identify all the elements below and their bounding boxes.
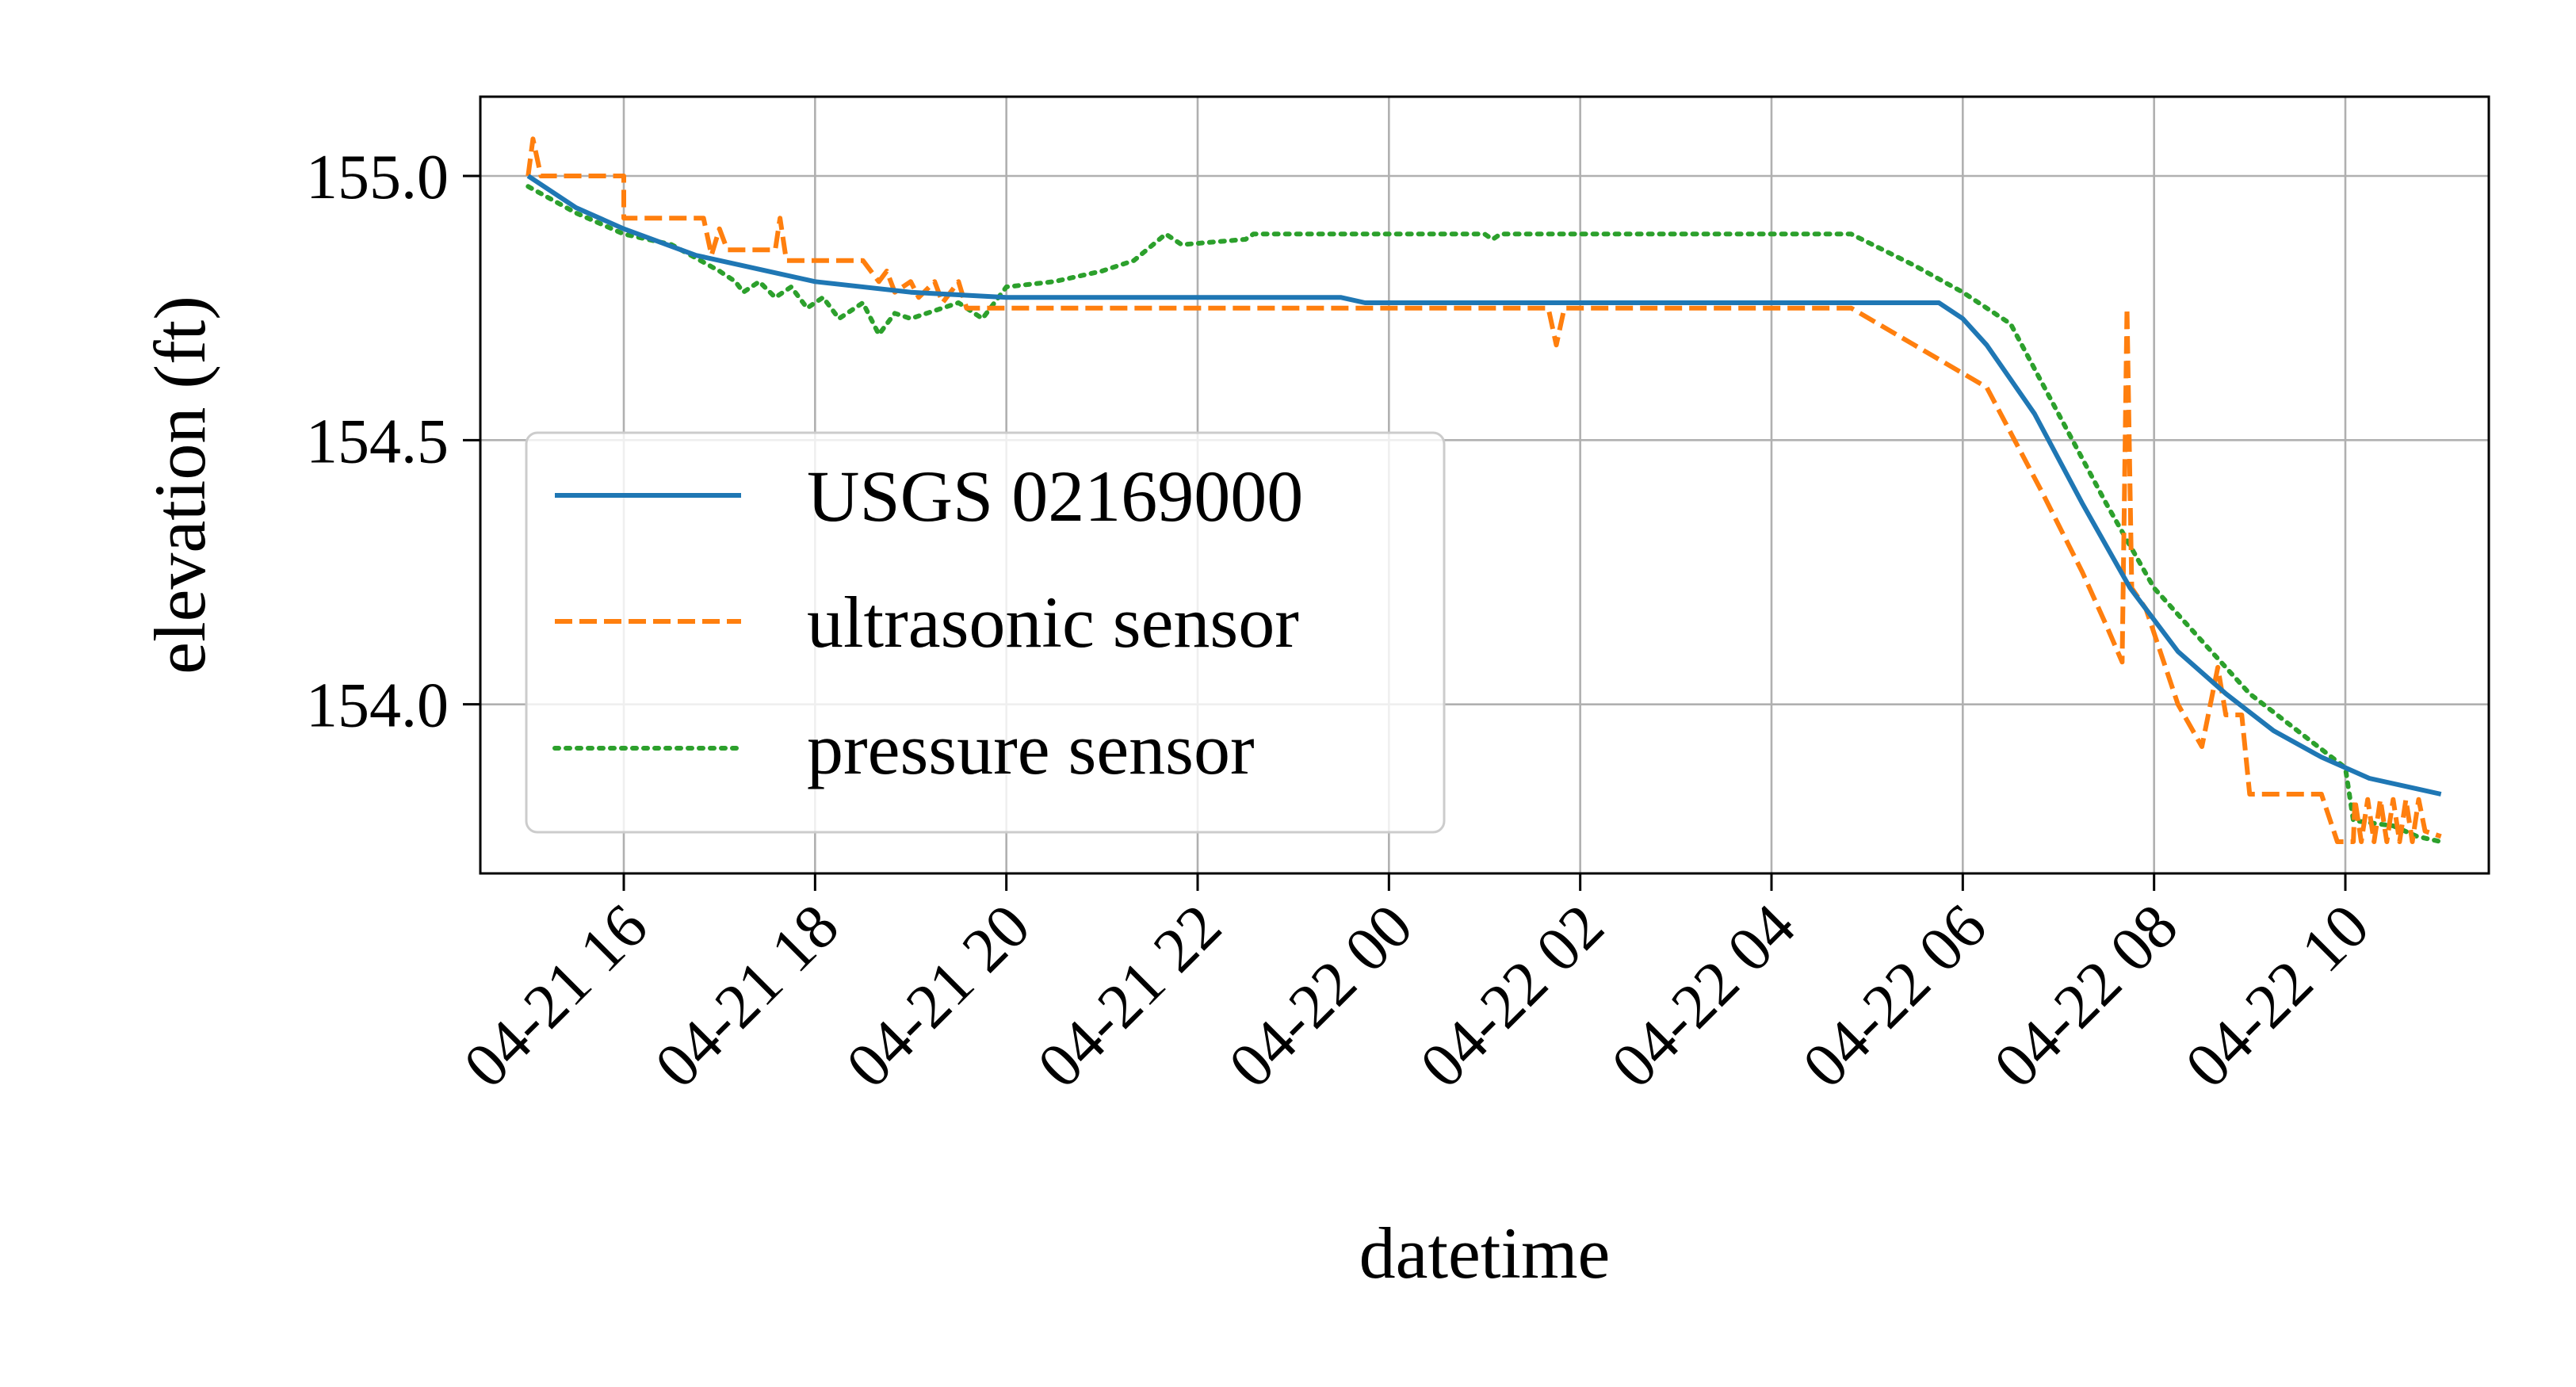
- y-tick-label: 155.0: [306, 143, 449, 212]
- x-axis-label: datetime: [1359, 1213, 1611, 1293]
- series-line-ultrasonic: [526, 136, 2442, 844]
- plot-frame: [479, 95, 2490, 875]
- y-tick-label: 154.5: [306, 407, 449, 476]
- legend-box: [525, 431, 1446, 834]
- legend: USGS 02169000 ultrasonic sensor pressure…: [525, 431, 1446, 834]
- series-line-usgs: [526, 174, 2442, 797]
- y-axis-label: elevation (ft): [140, 296, 220, 674]
- series-layer: [526, 136, 2444, 844]
- legend-label-ultrasonic: ultrasonic sensor: [807, 582, 1299, 663]
- legend-label-pressure: pressure sensor: [807, 709, 1255, 789]
- y-tick-label: 154.0: [306, 671, 449, 741]
- y-axis-ticks: 154.0 154.5 155.0: [306, 143, 480, 741]
- legend-label-usgs: USGS 02169000: [807, 456, 1303, 537]
- series-line-pressure: [526, 184, 2444, 844]
- grid-lines: [480, 97, 2489, 873]
